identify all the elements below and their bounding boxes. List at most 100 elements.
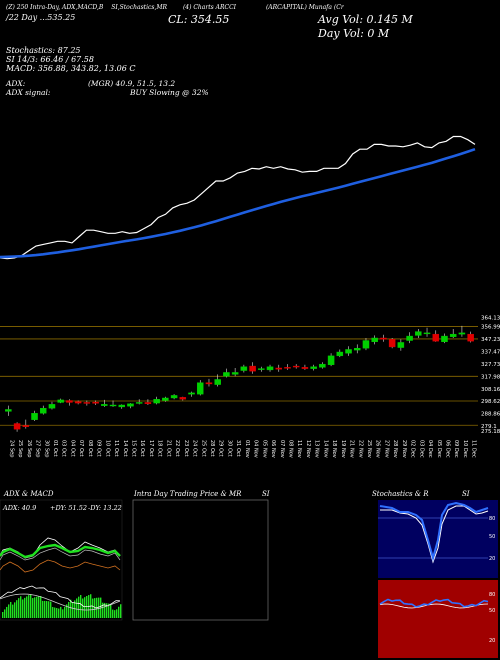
candle-body (48, 404, 56, 409)
date-tick: 24 Sep (8, 440, 14, 457)
price-tick: 298.62 (481, 399, 500, 405)
macd-bar (40, 595, 42, 618)
date-tick: 15 Oct (130, 440, 136, 457)
date-tick: 13 Nov (314, 440, 320, 458)
si-readout: SI 14/3: 66.46 / 67.58 (6, 55, 94, 64)
date-tick: 23 Oct (183, 440, 189, 457)
candle-body (31, 413, 38, 420)
macd-bar (64, 606, 66, 618)
macd-bar (34, 597, 36, 618)
si-panel-bg (378, 580, 498, 658)
macd-bar (2, 612, 4, 618)
macd-bar (56, 608, 58, 618)
candle-body (284, 367, 291, 369)
date-tick: 08 Oct (87, 440, 93, 457)
macd-bar (114, 610, 116, 618)
macd-bar (46, 601, 48, 618)
stoch-k-line (379, 501, 489, 562)
candle-body (196, 382, 204, 395)
candle-body (423, 332, 431, 335)
price-tick: 317.98 (481, 374, 500, 380)
candle-body (380, 337, 387, 340)
price-tick: 337.47 (481, 349, 500, 355)
si-tick-20: 20 (489, 638, 495, 644)
candle-body (266, 366, 274, 371)
candle-body (362, 340, 370, 349)
date-tick: 11 Nov (296, 440, 302, 458)
price-tick: 279.1 (481, 424, 497, 430)
macd-bar (74, 600, 76, 618)
macd-bar (12, 604, 14, 618)
macd-bar (22, 599, 24, 618)
adx-green-line (0, 543, 121, 559)
adx-macd-title: ADX & MACD (3, 490, 54, 498)
price-tick: 364.13 (481, 315, 500, 321)
intraday-title-si: SI (262, 490, 270, 498)
date-tick: 14 Nov (322, 440, 328, 458)
candle-body (66, 400, 73, 403)
macd-bar (36, 596, 38, 618)
candle-body (39, 407, 47, 414)
candle-body (388, 339, 396, 348)
macd-bar (108, 603, 110, 618)
date-tick: 25 Sep (17, 440, 23, 457)
macd-bar (14, 602, 16, 618)
macd-bar (110, 604, 112, 618)
date-tick: 17 Oct (148, 440, 154, 457)
si-tick-80: 80 (489, 592, 495, 598)
si-lines (379, 598, 489, 609)
candle-body (223, 372, 230, 377)
candle-body (205, 382, 213, 385)
stochastics-readout: Stochastics: 87.25 (6, 46, 81, 55)
stoch-tick-20: 20 (489, 556, 495, 562)
candle-body (371, 337, 378, 343)
macd-line (0, 585, 121, 609)
candle-body (118, 404, 126, 408)
candle-body (449, 333, 457, 337)
candle-body (336, 351, 344, 357)
candle-body (162, 397, 169, 401)
adx-signal-readout: ADX signal: (6, 88, 51, 97)
date-tick: 19 Nov (340, 440, 346, 458)
adx-orange-line (0, 559, 121, 573)
date-tick: 21 Nov (349, 440, 355, 458)
macd-bar (54, 607, 56, 618)
date-tick: 25 Nov (366, 440, 372, 458)
adx-lines (0, 537, 121, 573)
header-part-2: SI,Stochastics,MR (111, 4, 168, 11)
candle-body (441, 335, 448, 343)
candle-body (249, 365, 256, 372)
date-tick: 14 Oct (122, 440, 128, 457)
macd-bar (48, 601, 50, 618)
macd-bar (66, 604, 68, 618)
intraday-panel-bg (132, 499, 269, 621)
price-tick: 288.86 (481, 411, 500, 417)
adx-macd-panel: ADX & MACD ADX: 40.9 +DY: 51.52 -DY: 13.… (0, 490, 123, 621)
date-tick: 07 Nov (279, 440, 285, 458)
candle-body (458, 332, 466, 335)
stoch-tick-80: 80 (489, 516, 495, 522)
date-tick: 05 Dec (436, 440, 442, 458)
macd-bar (78, 596, 80, 618)
si-signal-line (379, 603, 489, 609)
date-tick: 06 Dec (444, 440, 450, 458)
buy-signal-readout: BUY Slowing @ 32% (130, 88, 209, 97)
date-tick: 12 Nov (305, 440, 311, 458)
date-tick: 31 Oct (235, 440, 241, 457)
macd-bar (32, 598, 34, 618)
date-axis: 24 Sep 25 Sep 26 Sep 27 Sep 30 Sep 01 Oct 03 O… (8, 440, 476, 458)
candle-body (13, 423, 21, 430)
date-tick: 27 Sep (35, 440, 41, 457)
date-tick: 25 Oct (200, 440, 206, 457)
macd-bar (104, 602, 106, 618)
stoch-tick-50: 50 (489, 534, 495, 540)
macd-bar (72, 602, 74, 618)
macd-bar (16, 600, 18, 618)
macd-bar (80, 594, 82, 618)
candle-body (231, 372, 239, 375)
date-tick: 29 Oct (218, 440, 224, 457)
header-line-2: /22 Day ...535.25 (6, 13, 76, 22)
date-tick: 10 Dec (462, 440, 468, 458)
candle-body (292, 365, 300, 368)
moving-average-chart (0, 135, 476, 260)
